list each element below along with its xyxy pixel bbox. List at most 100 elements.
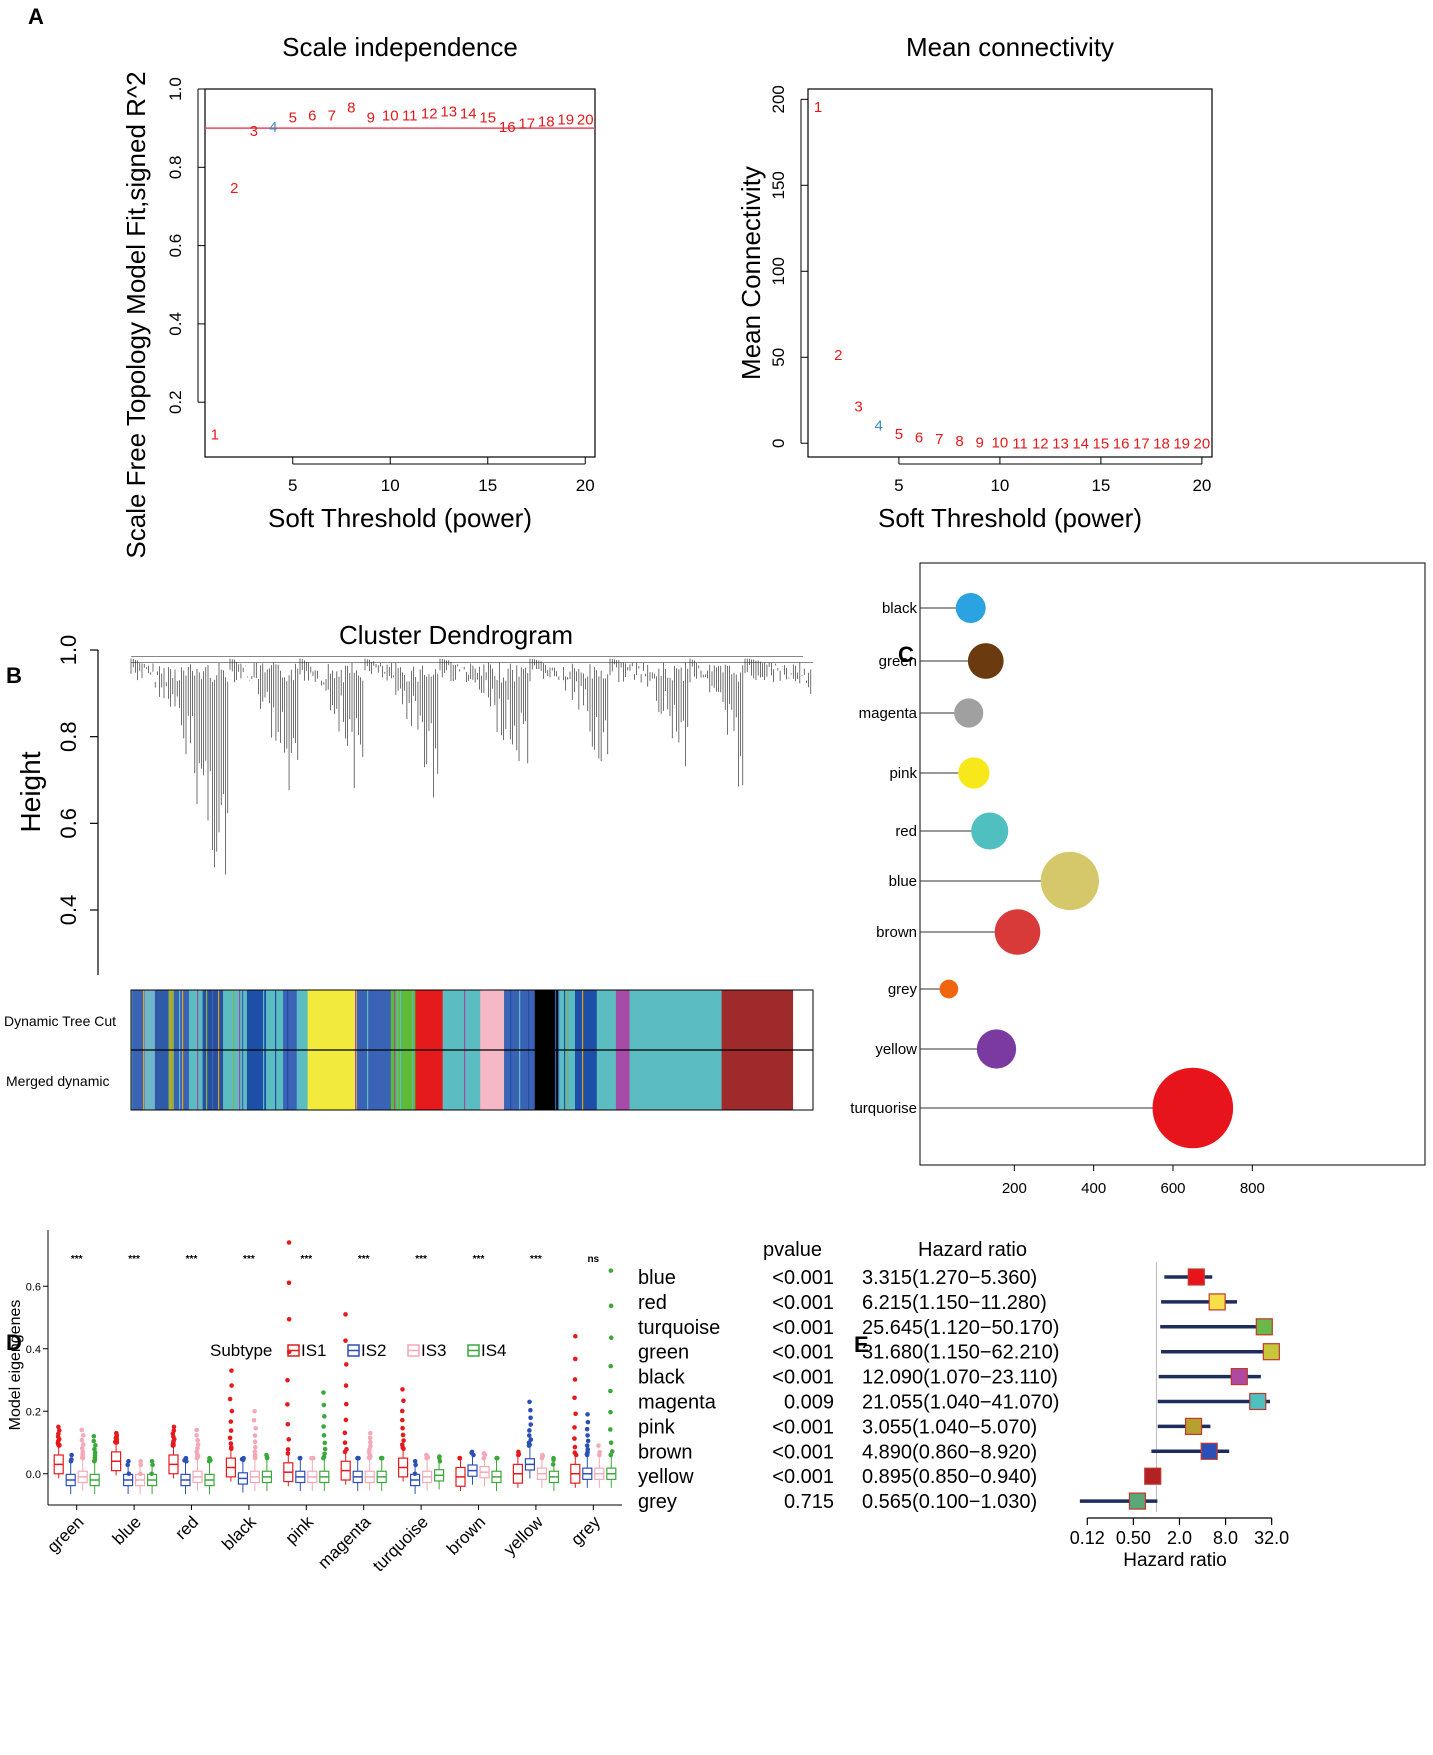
y-axis-label: Scale Free Topology Model Fit,signed R^2 bbox=[121, 71, 151, 558]
row-pvalue-turquoise: <0.001 bbox=[772, 1317, 834, 1339]
point-label-9: 9 bbox=[367, 109, 375, 126]
outlier-point bbox=[608, 1303, 614, 1309]
cluster-dendrogram-plot: Cluster Dendrogram 0.4 0.6 0.8 1.0 Height Dyna… bbox=[4, 620, 814, 1111]
row-pvalue-red: <0.001 bbox=[772, 1292, 834, 1314]
chart-title: Scale independence bbox=[282, 32, 518, 62]
point-label-9: 9 bbox=[976, 435, 984, 452]
significance-grey: ns bbox=[587, 1254, 599, 1265]
significance-brown: *** bbox=[473, 1254, 485, 1265]
outlier-point bbox=[495, 1455, 500, 1461]
category-label-turquorise: turquorise bbox=[850, 1100, 917, 1117]
point-label-11: 11 bbox=[1012, 435, 1028, 452]
point-label-18: 18 bbox=[538, 113, 555, 130]
y-tick-label: 0.8 bbox=[166, 155, 185, 179]
outlier-point bbox=[412, 1458, 418, 1464]
point-label-1: 1 bbox=[814, 99, 822, 116]
row-name-green: green bbox=[638, 1342, 689, 1364]
outlier-point bbox=[342, 1440, 348, 1446]
outlier-point bbox=[539, 1455, 545, 1461]
point-label-10: 10 bbox=[382, 107, 399, 124]
y-tick-label: 100 bbox=[769, 257, 788, 285]
y-tick-label: 0.0 bbox=[26, 1469, 41, 1481]
hr-marker-red bbox=[1208, 1293, 1226, 1311]
outlier-point bbox=[343, 1383, 349, 1388]
y-tick-label: 200 bbox=[769, 85, 788, 113]
outlier-point bbox=[528, 1407, 533, 1413]
row-name-blue: blue bbox=[638, 1267, 676, 1289]
outlier-point bbox=[401, 1438, 406, 1443]
outlier-point bbox=[228, 1419, 234, 1424]
outlier-point bbox=[608, 1452, 614, 1458]
point-label-5: 5 bbox=[289, 109, 297, 126]
outlier-point bbox=[344, 1446, 349, 1452]
row-hr-text-pink: 3.055(1.040−5.070) bbox=[862, 1416, 1037, 1438]
outlier-point bbox=[285, 1421, 291, 1427]
outlier-point bbox=[69, 1457, 74, 1462]
x-tick-label-green: green bbox=[43, 1512, 87, 1556]
outlier-point bbox=[585, 1433, 590, 1438]
category-label-grey: grey bbox=[888, 981, 918, 998]
point-label-11: 11 bbox=[402, 107, 418, 124]
point-label-13: 13 bbox=[1052, 435, 1069, 452]
x-tick-label-brown: brown bbox=[443, 1512, 489, 1558]
category-label-brown: brown bbox=[876, 924, 917, 941]
row-pvalue-yellow: <0.001 bbox=[772, 1466, 834, 1488]
point-label-8: 8 bbox=[347, 100, 355, 117]
point-label-12: 12 bbox=[1032, 435, 1049, 452]
outlier-point bbox=[572, 1436, 577, 1441]
outlier-point bbox=[286, 1349, 292, 1355]
outlier-point bbox=[585, 1438, 591, 1444]
legend-label-IS2: IS2 bbox=[361, 1341, 387, 1360]
x-tick-label: 0.12 bbox=[1070, 1528, 1105, 1548]
significance-blue: *** bbox=[128, 1254, 140, 1265]
x-tick-label: 8.0 bbox=[1213, 1528, 1238, 1548]
outlier-point bbox=[528, 1422, 534, 1427]
outlier-point bbox=[585, 1412, 590, 1417]
outlier-point bbox=[608, 1409, 613, 1415]
outlier-point bbox=[471, 1452, 476, 1458]
outlier-point bbox=[252, 1408, 257, 1414]
outlier-point bbox=[367, 1435, 373, 1441]
outlier-point bbox=[149, 1471, 154, 1477]
plot-frame bbox=[204, 88, 596, 458]
outlier-point bbox=[584, 1426, 590, 1432]
point-label-5: 5 bbox=[895, 426, 903, 443]
outlier-point bbox=[597, 1450, 602, 1455]
x-axis-label: Soft Threshold (power) bbox=[268, 503, 532, 533]
outlier-point bbox=[551, 1457, 556, 1463]
module-size-bubble-plot: 200 400 600 800 black green magenta pink red blue… bbox=[850, 562, 1426, 1197]
outlier-point bbox=[343, 1338, 348, 1343]
outlier-point bbox=[227, 1435, 233, 1441]
outlier-point bbox=[399, 1408, 405, 1414]
outlier-point bbox=[195, 1442, 201, 1447]
outlier-point bbox=[149, 1458, 155, 1464]
x-tick-label-turquoise: turquoise bbox=[369, 1512, 432, 1575]
plot-frame bbox=[807, 88, 1213, 458]
x-tick-label: 600 bbox=[1160, 1180, 1185, 1197]
outlier-point bbox=[286, 1316, 292, 1322]
outlier-point bbox=[322, 1451, 327, 1457]
outlier-point bbox=[368, 1439, 373, 1445]
hr-marker-yellow bbox=[1144, 1467, 1162, 1485]
outlier-point bbox=[138, 1471, 143, 1477]
row-hr-text-green: 31.680(1.150−62.210) bbox=[862, 1342, 1059, 1364]
hazard-ratio-forest-plot: pvalue Hazard ratio blue <0.001 3.315(1.270−… bbox=[638, 1239, 1289, 1571]
outlier-point bbox=[342, 1430, 348, 1436]
point-label-16: 16 bbox=[1113, 435, 1130, 452]
outlier-point bbox=[343, 1362, 349, 1367]
row-name-turquoise: turquoise bbox=[638, 1317, 720, 1339]
outlier-point bbox=[207, 1455, 212, 1461]
outlier-point bbox=[437, 1458, 443, 1464]
point-label-3: 3 bbox=[854, 398, 862, 415]
outlier-point bbox=[608, 1335, 614, 1341]
y-tick-label: 0.4 bbox=[56, 895, 81, 926]
outlier-point bbox=[355, 1455, 361, 1461]
outlier-point bbox=[286, 1280, 292, 1286]
point-label-19: 19 bbox=[557, 111, 574, 128]
x-tick-label: 200 bbox=[1002, 1180, 1027, 1197]
outlier-point bbox=[171, 1428, 177, 1433]
outlier-point bbox=[527, 1399, 532, 1405]
